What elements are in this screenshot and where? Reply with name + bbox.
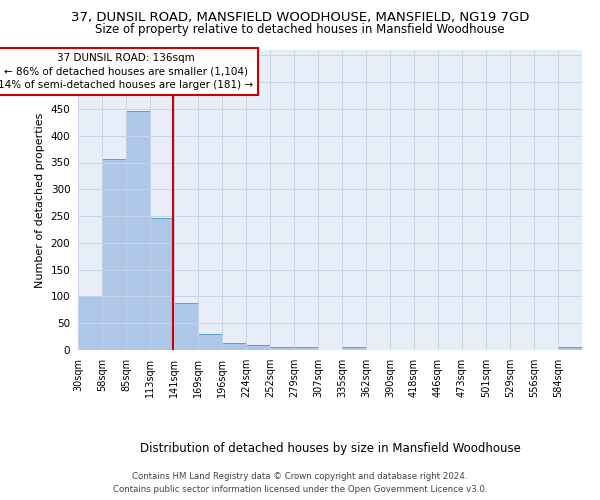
Bar — [270, 348, 294, 350]
Bar — [222, 343, 246, 350]
Bar — [78, 296, 102, 350]
Bar — [294, 348, 318, 350]
Y-axis label: Number of detached properties: Number of detached properties — [35, 112, 45, 288]
Text: 37, DUNSIL ROAD, MANSFIELD WOODHOUSE, MANSFIELD, NG19 7GD: 37, DUNSIL ROAD, MANSFIELD WOODHOUSE, MA… — [71, 11, 529, 24]
Text: 37 DUNSIL ROAD: 136sqm
← 86% of detached houses are smaller (1,104)
14% of semi-: 37 DUNSIL ROAD: 136sqm ← 86% of detached… — [0, 53, 253, 90]
Text: Contains HM Land Registry data © Crown copyright and database right 2024.
Contai: Contains HM Land Registry data © Crown c… — [113, 472, 487, 494]
Bar — [126, 111, 150, 350]
Bar — [102, 160, 126, 350]
X-axis label: Distribution of detached houses by size in Mansfield Woodhouse: Distribution of detached houses by size … — [140, 442, 520, 454]
Bar — [150, 218, 174, 350]
Text: Size of property relative to detached houses in Mansfield Woodhouse: Size of property relative to detached ho… — [95, 22, 505, 36]
Bar — [246, 345, 270, 350]
Bar — [558, 348, 582, 350]
Bar — [174, 303, 198, 350]
Bar — [198, 334, 222, 350]
Bar — [342, 348, 366, 350]
